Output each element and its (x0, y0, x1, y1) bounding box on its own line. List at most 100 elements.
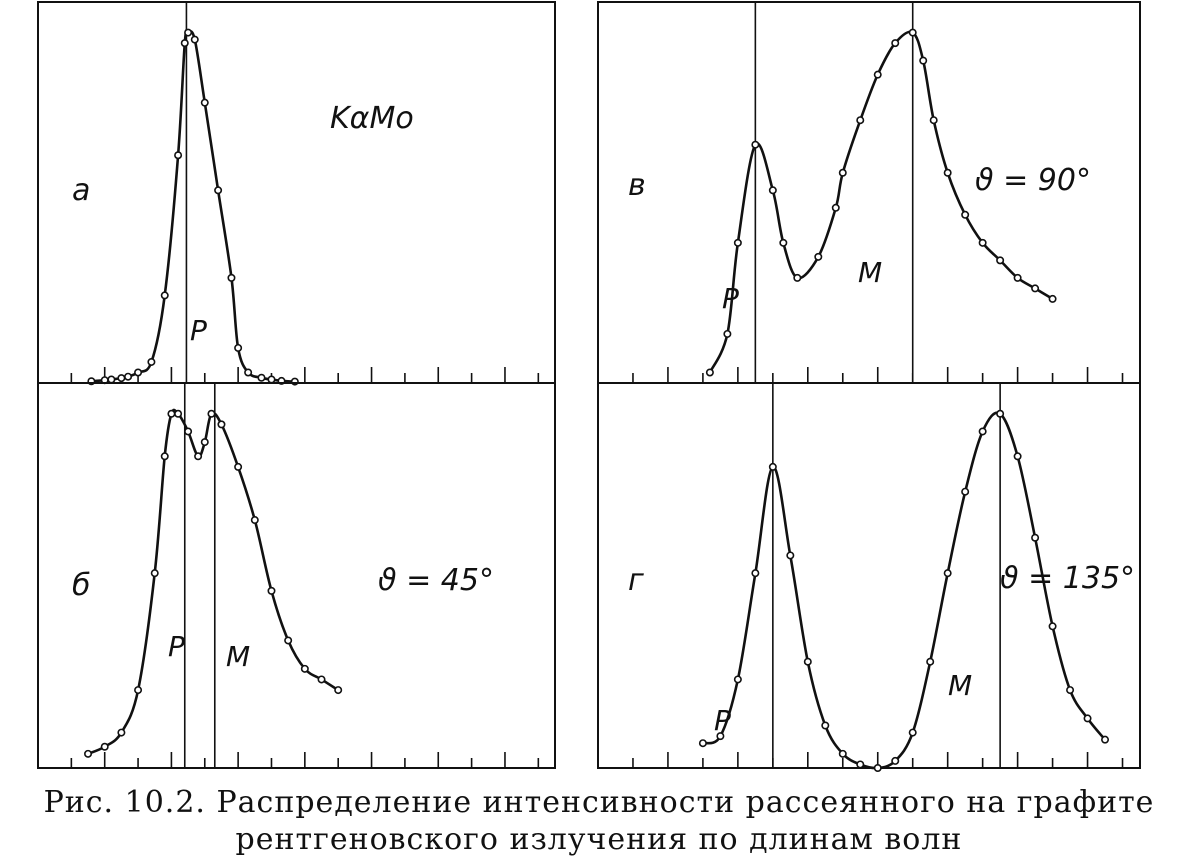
data-point (84, 749, 93, 758)
data-point (926, 657, 935, 666)
data-point (234, 462, 243, 471)
data-point (1013, 273, 1022, 282)
data-point (908, 28, 917, 37)
data-point (1031, 284, 1040, 293)
data-point (150, 569, 159, 578)
figure-caption-line-1: Рис. 10.2. Распределение интенсивности р… (43, 785, 1155, 820)
marker-label-p: P (722, 282, 739, 315)
marker-label-m: M (858, 256, 882, 289)
data-point (838, 168, 847, 177)
data-point (124, 372, 133, 381)
data-point (134, 368, 143, 377)
marker-label-p: P (714, 704, 731, 737)
annotation-label: ϑ = 90° (975, 163, 1091, 198)
marker-label-m: M (226, 640, 250, 673)
data-point (1048, 294, 1057, 303)
panel-frame (37, 382, 556, 769)
data-point (214, 186, 223, 195)
figure-caption-line-2: рентгеновского излучения по длинам волн (235, 822, 963, 857)
data-point (856, 116, 865, 125)
panel-letter: а (72, 173, 90, 208)
data-point (160, 452, 169, 461)
data-point (978, 427, 987, 436)
data-point (174, 409, 183, 418)
data-point (733, 675, 742, 684)
data-point (821, 721, 830, 730)
data-point (1031, 533, 1040, 542)
data-point (180, 39, 189, 48)
data-point (1101, 735, 1110, 744)
data-point (908, 728, 917, 737)
data-point (943, 569, 952, 578)
annotation-label: ϑ = 135° (1000, 561, 1135, 596)
marker-label-p: P (168, 630, 185, 663)
data-point (1013, 452, 1022, 461)
data-point (768, 186, 777, 195)
data-point (1066, 686, 1075, 695)
data-point (267, 586, 276, 595)
data-point (134, 686, 143, 695)
data-point (751, 140, 760, 149)
intensity-curve (708, 30, 1054, 374)
data-point (194, 452, 203, 461)
data-point (814, 252, 823, 261)
data-point (257, 373, 266, 382)
panel-frame (37, 1, 556, 384)
data-point (207, 409, 216, 418)
data-point (217, 420, 226, 429)
data-point (334, 686, 343, 695)
data-point (244, 368, 253, 377)
data-point (267, 375, 276, 384)
data-point (117, 728, 126, 737)
data-point (929, 116, 938, 125)
annotation-label: KαMo (330, 101, 414, 136)
data-point (978, 238, 987, 247)
data-point (250, 516, 259, 525)
data-point (705, 368, 714, 377)
intensity-curve (87, 408, 339, 756)
data-point (300, 664, 309, 673)
data-point (174, 151, 183, 160)
data-point (919, 56, 928, 65)
data-point (716, 732, 725, 741)
data-point (793, 273, 802, 282)
data-point (234, 343, 243, 352)
panel-v: в ϑ = 90° P M (597, 1, 1141, 384)
data-point (167, 409, 176, 418)
annotation-label: ϑ = 45° (378, 563, 494, 598)
data-point (768, 462, 777, 471)
marker-label-m: M (948, 669, 972, 702)
data-point (786, 551, 795, 560)
data-point (723, 329, 732, 338)
data-point (184, 427, 193, 436)
data-point (1083, 714, 1092, 723)
data-point (698, 739, 707, 748)
data-point (751, 569, 760, 578)
data-point (117, 374, 126, 383)
data-point (891, 39, 900, 48)
data-point (943, 168, 952, 177)
panel-g: г ϑ = 135° P M (597, 382, 1141, 772)
data-point (838, 749, 847, 758)
panel-a: а KαMo P (37, 1, 556, 386)
marker-label-p: P (190, 314, 207, 347)
panel-letter: б (72, 568, 91, 603)
panel-letter: в (628, 168, 646, 203)
data-point (779, 238, 788, 247)
data-point (1048, 622, 1057, 631)
data-point (961, 487, 970, 496)
data-point (160, 291, 169, 300)
data-point (184, 28, 193, 37)
data-point (190, 35, 199, 44)
data-point (831, 203, 840, 212)
figure: а KαMo P б ϑ = 45° P M в ϑ = 90° P M г ϑ = 135° P M (37, 1, 1141, 772)
data-point (284, 636, 293, 645)
data-point (803, 657, 812, 666)
data-point (200, 98, 209, 107)
data-point (891, 756, 900, 765)
data-point (996, 409, 1005, 418)
data-point (873, 70, 882, 79)
data-point (200, 438, 209, 447)
data-point (107, 375, 116, 384)
data-point (856, 760, 865, 769)
